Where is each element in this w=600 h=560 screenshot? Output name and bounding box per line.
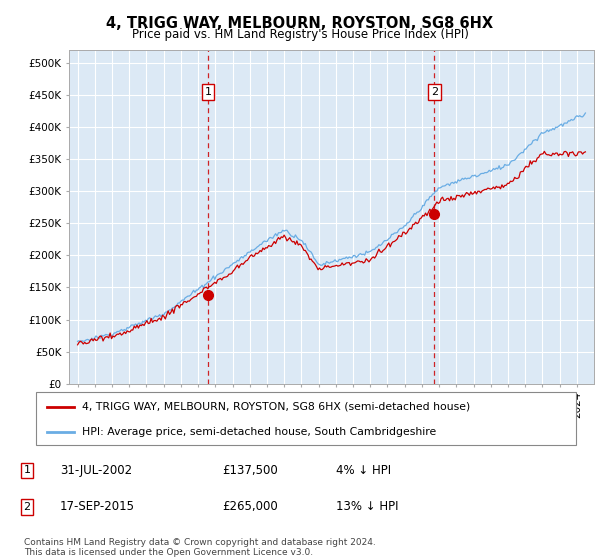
Text: 13% ↓ HPI: 13% ↓ HPI [336,500,398,514]
Text: £265,000: £265,000 [222,500,278,514]
Text: Contains HM Land Registry data © Crown copyright and database right 2024.
This d: Contains HM Land Registry data © Crown c… [24,538,376,557]
Text: 17-SEP-2015: 17-SEP-2015 [60,500,135,514]
Text: 2: 2 [23,502,31,512]
Text: 4, TRIGG WAY, MELBOURN, ROYSTON, SG8 6HX (semi-detached house): 4, TRIGG WAY, MELBOURN, ROYSTON, SG8 6HX… [82,402,470,412]
Text: 1: 1 [205,87,212,97]
Text: 4% ↓ HPI: 4% ↓ HPI [336,464,391,477]
Text: HPI: Average price, semi-detached house, South Cambridgeshire: HPI: Average price, semi-detached house,… [82,427,436,437]
Text: 4, TRIGG WAY, MELBOURN, ROYSTON, SG8 6HX: 4, TRIGG WAY, MELBOURN, ROYSTON, SG8 6HX [106,16,494,31]
FancyBboxPatch shape [36,392,576,445]
Text: 31-JUL-2002: 31-JUL-2002 [60,464,132,477]
Text: 2: 2 [431,87,438,97]
Text: £137,500: £137,500 [222,464,278,477]
Text: Price paid vs. HM Land Registry's House Price Index (HPI): Price paid vs. HM Land Registry's House … [131,28,469,41]
Text: 1: 1 [23,465,31,475]
